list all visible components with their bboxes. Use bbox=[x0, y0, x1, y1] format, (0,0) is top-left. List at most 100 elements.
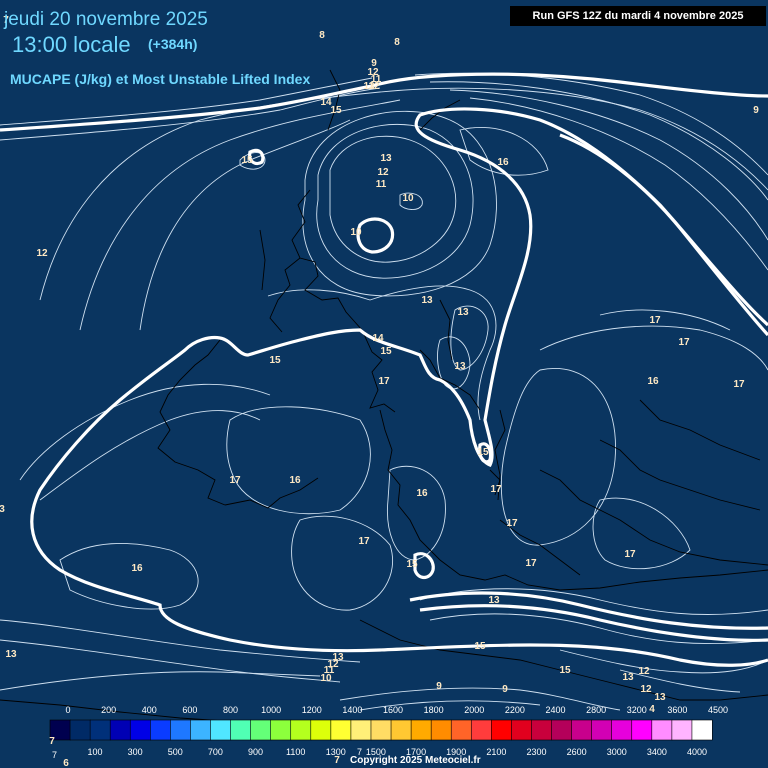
color-scale-swatch bbox=[691, 719, 713, 741]
color-scale-swatch bbox=[491, 719, 512, 741]
scale-top-label: 1400 bbox=[342, 705, 362, 715]
contour-label: 12 bbox=[638, 666, 650, 677]
contour-label: 13 bbox=[332, 652, 344, 663]
contour-label: 9 bbox=[753, 105, 759, 116]
contour-label: 15 bbox=[477, 447, 489, 458]
contour-label: 15 bbox=[474, 641, 486, 652]
contour-label: 6 bbox=[63, 758, 69, 768]
scale-bottom-label: 1700 bbox=[406, 747, 426, 757]
color-scale-swatch bbox=[109, 719, 131, 741]
scale-bottom-label: 3000 bbox=[607, 747, 627, 757]
color-scale: 0 200 400 600 800 1000 1200 1400 1600 1800 2000 220… bbox=[49, 705, 728, 760]
scale-bottom-label: 700 bbox=[208, 747, 223, 757]
color-scale-swatch bbox=[651, 719, 673, 741]
color-scale-swatch bbox=[230, 719, 252, 741]
scale-top-label: 200 bbox=[101, 705, 116, 715]
scale-bottom-label: 1500 bbox=[366, 747, 386, 757]
contour-label: 4 bbox=[649, 704, 655, 715]
coastlines bbox=[0, 69, 768, 723]
contour-label: 17 bbox=[649, 315, 661, 326]
color-scale-swatch bbox=[370, 719, 392, 741]
scale-top-label: 2000 bbox=[464, 705, 484, 715]
scale-bottom-label: 2300 bbox=[526, 747, 546, 757]
contour-label: 16 bbox=[497, 157, 509, 168]
color-scale-swatch bbox=[250, 719, 272, 741]
contour-label: 15 bbox=[330, 105, 342, 116]
color-scale-swatch bbox=[591, 719, 613, 741]
scale-bottom-label: 500 bbox=[168, 747, 183, 757]
contour-label: 17 bbox=[624, 549, 636, 560]
contour-label: 16 bbox=[289, 475, 301, 486]
contour-label: 11 bbox=[371, 74, 382, 85]
copyright-text: Copyright 2025 Meteociel.fr bbox=[350, 755, 481, 766]
color-scale-swatch bbox=[551, 719, 573, 741]
color-scale-swatch bbox=[310, 719, 332, 741]
contour-label: 17 bbox=[506, 518, 518, 529]
color-scale-swatch bbox=[270, 719, 292, 741]
contour-label: 9 bbox=[371, 58, 377, 69]
color-scale-swatch bbox=[210, 719, 232, 741]
contour-label: 12 bbox=[367, 67, 379, 78]
scale-marker-mid: 7 bbox=[357, 747, 362, 757]
contour-label: 16 bbox=[416, 488, 428, 499]
color-scale-swatch bbox=[69, 719, 91, 741]
color-scale-swatch bbox=[511, 719, 533, 741]
color-scale-swatch bbox=[410, 719, 432, 741]
model-run-label: Run GFS 12Z du mardi 4 novembre 2025 bbox=[510, 6, 766, 26]
scale-top-label: 400 bbox=[142, 705, 157, 715]
forecast-time: 13:00 locale bbox=[12, 32, 131, 57]
color-scale-swatch bbox=[89, 719, 111, 741]
contour-label: 17 bbox=[678, 337, 690, 348]
scale-top-label: 0 bbox=[65, 705, 70, 715]
thick-contours bbox=[0, 72, 768, 667]
contour-label: 15 bbox=[406, 559, 418, 570]
contour-label: 11 bbox=[324, 665, 335, 676]
scale-top-label: 3200 bbox=[627, 705, 647, 715]
contour-label: 13 bbox=[622, 672, 634, 683]
forecast-lead-time: (+384h) bbox=[148, 36, 198, 52]
contour-label: 15 bbox=[380, 346, 392, 357]
scale-top-label: 2800 bbox=[586, 705, 606, 715]
scale-bottom-label: 1900 bbox=[446, 747, 466, 757]
parameter-title: MUCAPE (J/kg) et Most Unstable Lifted In… bbox=[10, 71, 311, 87]
contour-label: 13 bbox=[380, 153, 392, 164]
contour-label: 9 bbox=[502, 684, 508, 695]
color-scale-swatch bbox=[330, 719, 352, 741]
contour-label: 15 bbox=[269, 355, 281, 366]
forecast-date: jeudi 20 novembre 2025 bbox=[4, 9, 208, 30]
color-scale-swatch bbox=[290, 719, 312, 741]
contour-label: 17 bbox=[229, 475, 241, 486]
contour-label: 11 bbox=[376, 179, 387, 190]
contour-label: 16 bbox=[131, 563, 143, 574]
color-scale-swatch bbox=[470, 719, 492, 741]
scale-top-label: 600 bbox=[182, 705, 197, 715]
scale-top-label: 800 bbox=[223, 705, 238, 715]
contour-label: 13 bbox=[421, 295, 433, 306]
scale-bottom-label: 1100 bbox=[286, 747, 305, 757]
contour-label: 17 bbox=[525, 558, 537, 569]
contour-label: 12 bbox=[377, 167, 389, 178]
contour-label: 16 bbox=[647, 376, 659, 387]
scale-bottom-label: 100 bbox=[87, 747, 102, 757]
contour-label: 13 bbox=[457, 307, 469, 318]
color-scale-swatch bbox=[350, 719, 372, 741]
scale-top-label: 1200 bbox=[302, 705, 322, 715]
color-scale-swatch bbox=[571, 719, 593, 741]
contour-label: 7 bbox=[334, 755, 340, 766]
color-scale-swatch bbox=[631, 719, 653, 741]
scale-top-label: 1000 bbox=[261, 705, 281, 715]
contour-label: 13 bbox=[488, 595, 500, 606]
color-scale-swatch bbox=[611, 719, 633, 741]
scale-top-label: 3600 bbox=[667, 705, 687, 715]
scale-bottom-label: 300 bbox=[128, 747, 143, 757]
scale-top-label: 1600 bbox=[383, 705, 403, 715]
contour-label: 12 bbox=[640, 684, 652, 695]
color-scale-swatch bbox=[390, 719, 412, 741]
color-scale-swatch bbox=[671, 719, 693, 741]
scale-top-label: 1800 bbox=[424, 705, 444, 715]
contour-label: 10 bbox=[350, 227, 362, 238]
